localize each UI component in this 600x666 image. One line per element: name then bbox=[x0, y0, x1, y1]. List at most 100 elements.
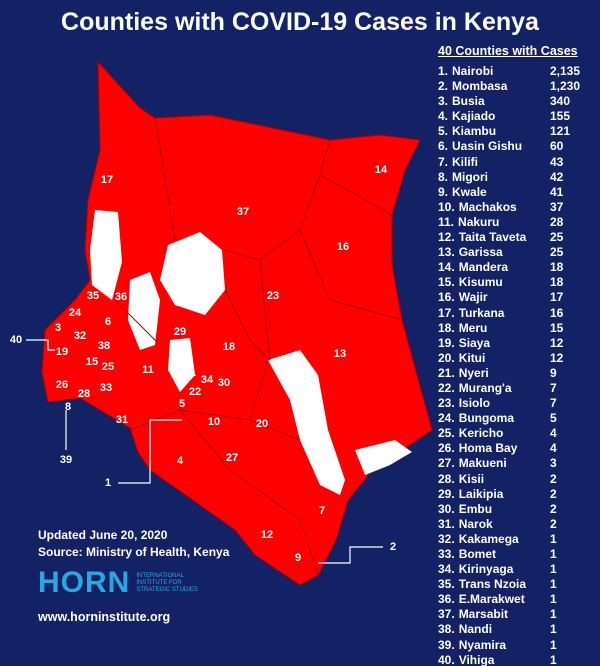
county-row: 36. E.Marakwet 1 bbox=[438, 592, 590, 607]
map-label: 15 bbox=[86, 356, 98, 368]
county-rank: 12. bbox=[438, 230, 455, 245]
county-row: 8. Migori 42 bbox=[438, 170, 590, 185]
title: Counties with COVID-19 Cases in Kenya bbox=[61, 8, 539, 36]
map-label: 23 bbox=[267, 290, 279, 302]
county-cases: 25 bbox=[550, 230, 564, 245]
county-rank: 14. bbox=[438, 260, 455, 275]
county-row: 2. Mombasa 1,230 bbox=[438, 79, 590, 94]
county-name: Kirinyaga bbox=[458, 562, 514, 577]
county-rank: 38. bbox=[438, 622, 455, 637]
map-label: 7 bbox=[319, 505, 325, 517]
county-rank: 9. bbox=[438, 184, 449, 199]
county-cases: 3 bbox=[550, 456, 557, 471]
county-cases: 42 bbox=[550, 169, 564, 184]
county-cases: 2,135 bbox=[550, 64, 581, 78]
county-name: Siaya bbox=[458, 335, 491, 350]
county-rank: 25. bbox=[438, 426, 455, 441]
county-cases: 5 bbox=[550, 411, 557, 426]
county-cases: 17 bbox=[550, 290, 564, 305]
county-rank: 20. bbox=[438, 350, 455, 365]
county-label: 38. Nandi bbox=[438, 622, 492, 637]
county-label: 3. Busia bbox=[438, 94, 485, 109]
county-cases: 340 bbox=[550, 94, 571, 109]
county-label: 2. Mombasa bbox=[438, 79, 507, 94]
county-cases: 1 bbox=[550, 622, 557, 637]
map-label: 14 bbox=[375, 164, 388, 176]
county-label: 11. Nakuru bbox=[438, 215, 499, 230]
source: Source: Ministry of Health, Kenya bbox=[38, 545, 230, 559]
county-name: Nyeri bbox=[458, 365, 489, 380]
county-row: 33. Bomet 1 bbox=[438, 547, 590, 562]
map-label: 4 bbox=[177, 455, 184, 467]
map-label: 38 bbox=[98, 340, 110, 352]
county-cases: 2 bbox=[550, 471, 557, 486]
county-rank: 21. bbox=[438, 365, 455, 380]
county-cases: 1 bbox=[550, 577, 557, 592]
county-rank: 29. bbox=[438, 486, 455, 501]
map-label: 16 bbox=[337, 241, 349, 253]
county-label: 25. Kericho bbox=[438, 426, 503, 441]
county-label: 17. Turkana bbox=[438, 306, 504, 321]
county-label: 36. E.Marakwet bbox=[438, 592, 525, 607]
county-label: 33. Bomet bbox=[438, 547, 496, 562]
county-row: 16. Wajir 17 bbox=[438, 290, 590, 305]
county-row: 27. Makueni 3 bbox=[438, 456, 590, 471]
county-row: 11. Nakuru 28 bbox=[438, 215, 590, 230]
county-row: 26. Homa Bay 4 bbox=[438, 441, 590, 456]
county-name: Kwale bbox=[452, 184, 487, 199]
county-cases: 1 bbox=[550, 547, 557, 561]
county-cases: 12 bbox=[550, 350, 564, 365]
logo-word: HORN bbox=[38, 566, 131, 599]
county-row: 32. Kakamega 1 bbox=[438, 532, 590, 547]
county-rank: 1. bbox=[438, 64, 449, 78]
map-label: 35 bbox=[87, 290, 99, 302]
county-cases: 121 bbox=[550, 124, 571, 139]
county-rank: 4. bbox=[438, 109, 449, 124]
map-label: 31 bbox=[116, 414, 128, 426]
county-rank: 23. bbox=[438, 396, 455, 411]
county-cases: 1 bbox=[550, 652, 557, 666]
county-label: 6. Uasin Gishu bbox=[438, 139, 522, 154]
county-label: 7. Kilifi bbox=[438, 155, 478, 170]
county-row: 12. Taita Taveta 25 bbox=[438, 230, 590, 245]
county-label: 29. Laikipia bbox=[438, 487, 503, 502]
map-label: 12 bbox=[261, 529, 273, 541]
map-label: 22 bbox=[189, 386, 201, 398]
map-label: 37 bbox=[237, 206, 249, 218]
county-cases: 37 bbox=[550, 199, 564, 214]
county-row: 34. Kirinyaga 1 bbox=[438, 562, 590, 577]
county-name: Uasin Gishu bbox=[452, 139, 523, 154]
county-name: Trans Nzoia bbox=[458, 577, 527, 592]
county-label: 15. Kisumu bbox=[438, 275, 503, 290]
county-row: 40. Vihiga 1 bbox=[438, 653, 590, 666]
county-name: Kisii bbox=[458, 471, 485, 486]
county-name: Busia bbox=[452, 94, 485, 109]
county-label: 30. Embu bbox=[438, 502, 492, 517]
county-label: 22. Murang'a bbox=[438, 381, 512, 396]
county-label: 8. Migori bbox=[438, 170, 488, 185]
map-label: 17 bbox=[101, 174, 113, 186]
county-label: 14. Mandera bbox=[438, 260, 508, 275]
county-list: 40 Counties with Cases 1. Nairobi 2,135 2. M… bbox=[438, 44, 590, 666]
no-case-area bbox=[90, 210, 122, 300]
county-name: Mandera bbox=[458, 260, 509, 275]
county-cases: 4 bbox=[550, 426, 557, 441]
county-label: 4. Kajiado bbox=[438, 109, 495, 124]
county-label: 32. Kakamega bbox=[438, 532, 519, 547]
county-label: 18. Meru bbox=[438, 321, 487, 336]
map-label: 9 bbox=[295, 552, 301, 564]
county-rank: 19. bbox=[438, 335, 455, 350]
county-row: 14. Mandera 18 bbox=[438, 260, 590, 275]
callout-line bbox=[26, 339, 55, 351]
county-row: 3. Busia 340 bbox=[438, 94, 590, 109]
county-label: 5. Kiambu bbox=[438, 124, 496, 139]
map-label: 11 bbox=[142, 364, 154, 376]
county-rank: 13. bbox=[438, 245, 455, 260]
county-name: Kiambu bbox=[452, 124, 497, 139]
county-row: 17. Turkana 16 bbox=[438, 306, 590, 321]
county-name: Nakuru bbox=[458, 214, 500, 229]
county-name: Narok bbox=[458, 516, 493, 531]
county-label: 28. Kisii bbox=[438, 472, 484, 487]
